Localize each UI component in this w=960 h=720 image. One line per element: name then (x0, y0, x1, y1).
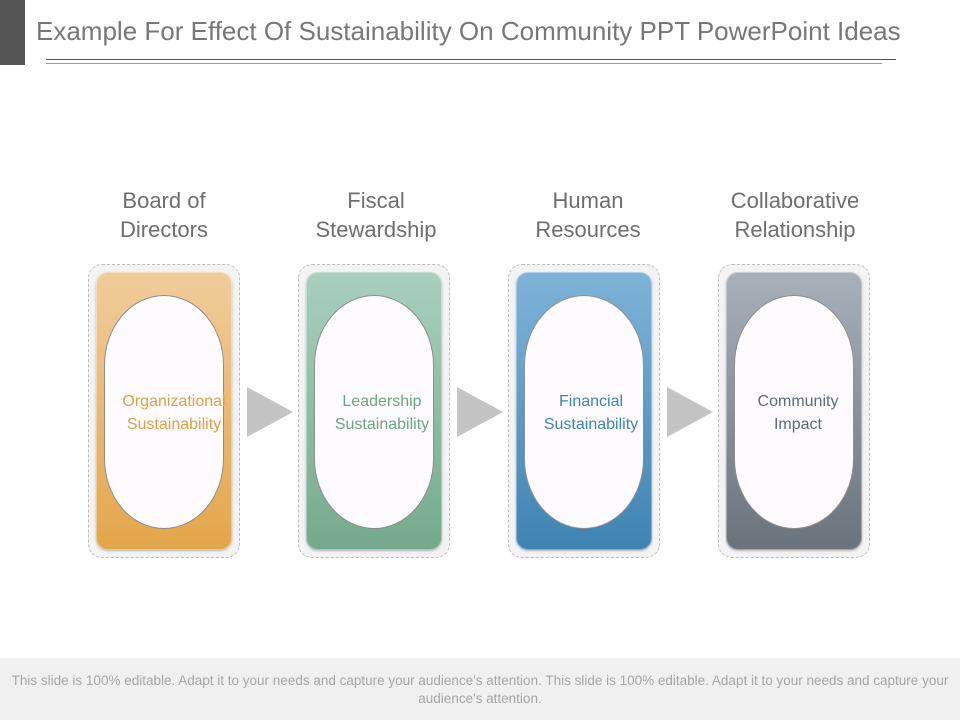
step-card-2 (298, 264, 450, 558)
arrow-right-icon (667, 387, 713, 437)
step-card-pill (314, 295, 434, 529)
arrow-right-icon (247, 387, 293, 437)
label-financial-sustainability: Financial Sustainability (521, 390, 661, 436)
step-card-fill (726, 272, 862, 550)
heading-line: Fiscal (347, 188, 405, 213)
heading-collaborative-relationship: Collaborative Relationship (700, 186, 890, 244)
heading-line: Resources (535, 217, 641, 242)
heading-fiscal-stewardship: Fiscal Stewardship (281, 186, 471, 244)
label-line: Financial (558, 393, 624, 410)
footer-text: This slide is 100% editable. Adapt it to… (11, 673, 949, 706)
label-line: Sustainability (126, 416, 222, 433)
label-organizational-sustainability: Organizational Sustainability (104, 390, 244, 436)
label-line: Community (757, 393, 839, 410)
footer-bar: This slide is 100% editable. Adapt it to… (0, 658, 960, 720)
label-community-impact: Community Impact (728, 390, 868, 436)
heading-line: Collaborative (730, 188, 860, 213)
step-card-3 (508, 264, 660, 558)
heading-board-of-directors: Board of Directors (69, 186, 259, 244)
title-underline (46, 59, 896, 60)
heading-line: Directors (119, 217, 208, 242)
step-card-pill (524, 295, 644, 529)
step-card-fill (516, 272, 652, 550)
heading-line: Board of (122, 188, 206, 213)
label-line: Leadership (342, 393, 422, 410)
step-card-fill (96, 272, 232, 550)
step-card-4 (718, 264, 870, 558)
label-line: Sustainability (334, 416, 430, 433)
heading-line: Relationship (734, 217, 856, 242)
arrow-right-icon (457, 387, 503, 437)
step-card-pill (104, 295, 224, 529)
title-accent-block (0, 0, 25, 65)
heading-line: Human (552, 188, 624, 213)
label-line: Impact (773, 416, 822, 433)
title-underline-secondary (46, 63, 882, 64)
label-line: Sustainability (543, 416, 639, 433)
step-card-fill (306, 272, 442, 550)
heading-line: Stewardship (315, 217, 437, 242)
step-card-1 (88, 264, 240, 558)
step-card-pill (734, 295, 854, 529)
label-line: Organizational (122, 393, 226, 410)
label-leadership-sustainability: Leadership Sustainability (312, 390, 452, 436)
heading-human-resources: Human Resources (493, 186, 683, 244)
slide-title: Example For Effect Of Sustainability On … (36, 16, 901, 46)
